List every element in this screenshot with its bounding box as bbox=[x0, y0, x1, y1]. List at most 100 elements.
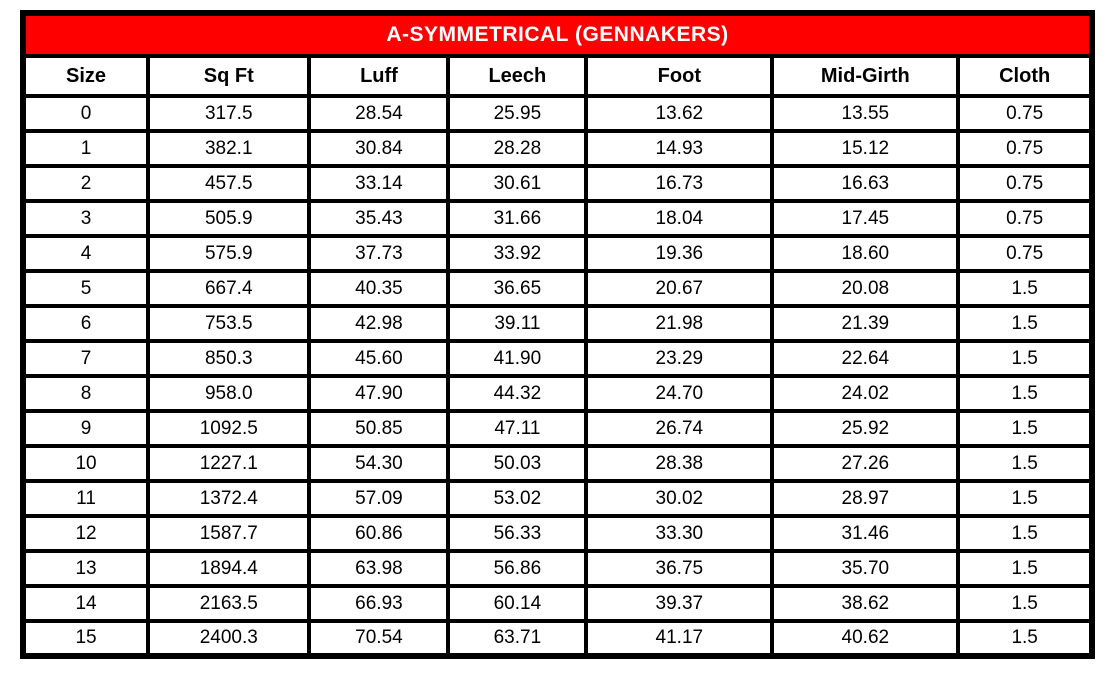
cell: 27.26 bbox=[770, 444, 961, 483]
cell: 40.35 bbox=[307, 269, 451, 308]
cell: 54.30 bbox=[307, 444, 451, 483]
cell: 39.37 bbox=[584, 584, 775, 623]
cell: 26.74 bbox=[584, 409, 775, 448]
cell: 11 bbox=[20, 479, 151, 518]
cell: 28.97 bbox=[770, 479, 961, 518]
gennaker-spec-table: A-SYMMETRICAL (GENNAKERS) Size Sq Ft Luf… bbox=[20, 10, 1095, 659]
column-header-foot: Foot bbox=[584, 54, 775, 98]
cell: 0.75 bbox=[956, 234, 1094, 273]
cell: 33.14 bbox=[307, 164, 451, 203]
cell: 8 bbox=[20, 374, 151, 413]
cell: 45.60 bbox=[307, 339, 451, 378]
cell: 38.62 bbox=[770, 584, 961, 623]
cell: 47.11 bbox=[446, 409, 589, 448]
cell: 40.62 bbox=[770, 619, 961, 658]
cell: 12 bbox=[20, 514, 151, 553]
cell: 20.08 bbox=[770, 269, 961, 308]
cell: 505.9 bbox=[146, 199, 312, 238]
cell: 457.5 bbox=[146, 164, 312, 203]
cell: 2163.5 bbox=[146, 584, 312, 623]
table-row: 11 1372.4 57.09 53.02 30.02 28.97 1.5 bbox=[20, 479, 1094, 518]
cell: 41.17 bbox=[584, 619, 775, 658]
cell: 0 bbox=[20, 94, 151, 133]
cell: 53.02 bbox=[446, 479, 589, 518]
cell: 35.70 bbox=[770, 549, 961, 588]
cell: 7 bbox=[20, 339, 151, 378]
cell: 60.86 bbox=[307, 514, 451, 553]
cell: 850.3 bbox=[146, 339, 312, 378]
cell: 958.0 bbox=[146, 374, 312, 413]
cell: 667.4 bbox=[146, 269, 312, 308]
table-row: 10 1227.1 54.30 50.03 28.38 27.26 1.5 bbox=[20, 444, 1094, 483]
table-row: 4 575.9 37.73 33.92 19.36 18.60 0.75 bbox=[20, 234, 1094, 273]
cell: 21.39 bbox=[770, 304, 961, 343]
cell: 1 bbox=[20, 129, 151, 168]
cell: 0.75 bbox=[956, 164, 1094, 203]
cell: 35.43 bbox=[307, 199, 451, 238]
cell: 36.65 bbox=[446, 269, 589, 308]
cell: 22.64 bbox=[770, 339, 961, 378]
cell: 13.55 bbox=[770, 94, 961, 133]
cell: 18.60 bbox=[770, 234, 961, 273]
table-row: 7 850.3 45.60 41.90 23.29 22.64 1.5 bbox=[20, 339, 1094, 378]
cell: 1372.4 bbox=[146, 479, 312, 518]
column-header-size: Size bbox=[20, 54, 151, 98]
cell: 1.5 bbox=[956, 339, 1094, 378]
cell: 5 bbox=[20, 269, 151, 308]
cell: 63.98 bbox=[307, 549, 451, 588]
cell: 1587.7 bbox=[146, 514, 312, 553]
cell: 24.02 bbox=[770, 374, 961, 413]
table-row: 14 2163.5 66.93 60.14 39.37 38.62 1.5 bbox=[20, 584, 1094, 623]
table-body: 0 317.5 28.54 25.95 13.62 13.55 0.75 1 382.1 30.8… bbox=[20, 94, 1094, 658]
cell: 1.5 bbox=[956, 444, 1094, 483]
column-header-sqft: Sq Ft bbox=[146, 54, 312, 98]
cell: 37.73 bbox=[307, 234, 451, 273]
cell: 28.28 bbox=[446, 129, 589, 168]
cell: 28.54 bbox=[307, 94, 451, 133]
cell: 1.5 bbox=[956, 619, 1094, 658]
cell: 16.73 bbox=[584, 164, 775, 203]
table-row: 12 1587.7 60.86 56.33 33.30 31.46 1.5 bbox=[20, 514, 1094, 553]
cell: 0.75 bbox=[956, 94, 1094, 133]
cell: 56.86 bbox=[446, 549, 589, 588]
cell: 2 bbox=[20, 164, 151, 203]
table-row: 8 958.0 47.90 44.32 24.70 24.02 1.5 bbox=[20, 374, 1094, 413]
cell: 3 bbox=[20, 199, 151, 238]
table-row: 0 317.5 28.54 25.95 13.62 13.55 0.75 bbox=[20, 94, 1094, 133]
cell: 50.85 bbox=[307, 409, 451, 448]
cell: 33.30 bbox=[584, 514, 775, 553]
cell: 0.75 bbox=[956, 129, 1094, 168]
cell: 9 bbox=[20, 409, 151, 448]
cell: 50.03 bbox=[446, 444, 589, 483]
table-title: A-SYMMETRICAL (GENNAKERS) bbox=[21, 11, 1094, 58]
cell: 28.38 bbox=[584, 444, 775, 483]
cell: 575.9 bbox=[146, 234, 312, 273]
cell: 18.04 bbox=[584, 199, 775, 238]
cell: 14 bbox=[20, 584, 151, 623]
cell: 30.84 bbox=[307, 129, 451, 168]
cell: 63.71 bbox=[446, 619, 589, 658]
cell: 36.75 bbox=[584, 549, 775, 588]
cell: 0.75 bbox=[956, 199, 1094, 238]
cell: 2400.3 bbox=[146, 619, 312, 658]
cell: 44.32 bbox=[446, 374, 589, 413]
header-row: Size Sq Ft Luff Leech Foot Mid-Girth Clo… bbox=[20, 54, 1094, 98]
cell: 60.14 bbox=[446, 584, 589, 623]
cell: 382.1 bbox=[146, 129, 312, 168]
column-header-luff: Luff bbox=[307, 54, 451, 98]
cell: 1.5 bbox=[956, 514, 1094, 553]
column-header-leech: Leech bbox=[446, 54, 589, 98]
cell: 66.93 bbox=[307, 584, 451, 623]
cell: 33.92 bbox=[446, 234, 589, 273]
cell: 1.5 bbox=[956, 269, 1094, 308]
table-row: 9 1092.5 50.85 47.11 26.74 25.92 1.5 bbox=[20, 409, 1094, 448]
cell: 10 bbox=[20, 444, 151, 483]
cell: 1.5 bbox=[956, 374, 1094, 413]
cell: 1.5 bbox=[956, 304, 1094, 343]
cell: 41.90 bbox=[446, 339, 589, 378]
column-header-midgirth: Mid-Girth bbox=[770, 54, 961, 98]
cell: 14.93 bbox=[584, 129, 775, 168]
cell: 30.02 bbox=[584, 479, 775, 518]
cell: 1227.1 bbox=[146, 444, 312, 483]
